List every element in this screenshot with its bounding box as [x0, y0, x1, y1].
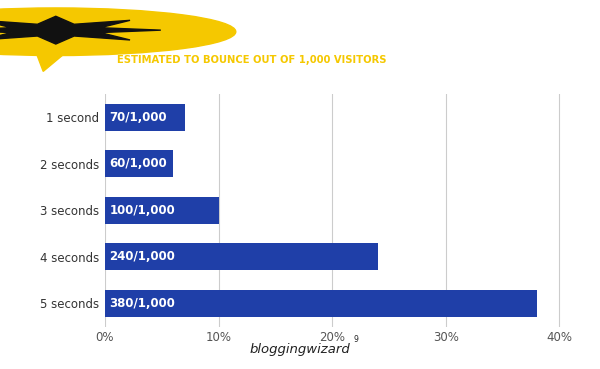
- Text: 70/1,000: 70/1,000: [110, 111, 167, 124]
- Text: ESTIMATED TO BOUNCE OUT OF 1,000 VISITORS: ESTIMATED TO BOUNCE OUT OF 1,000 VISITOR…: [117, 55, 386, 65]
- Bar: [105, 243, 377, 270]
- Bar: [105, 104, 185, 131]
- Polygon shape: [36, 52, 66, 72]
- Circle shape: [0, 8, 236, 55]
- Bar: [105, 150, 173, 177]
- Bar: [105, 290, 536, 317]
- Text: 60/1,000: 60/1,000: [110, 157, 167, 170]
- Text: 240/1,000: 240/1,000: [110, 250, 175, 263]
- Text: bloggingwizard: bloggingwizard: [250, 344, 350, 356]
- Text: 9: 9: [353, 335, 358, 344]
- Text: PAGE LOAD SPEED VS BOUNCE RATE: PAGE LOAD SPEED VS BOUNCE RATE: [117, 20, 482, 38]
- Bar: [105, 197, 218, 224]
- Polygon shape: [0, 16, 161, 44]
- Text: 380/1,000: 380/1,000: [110, 297, 175, 310]
- Text: 100/1,000: 100/1,000: [110, 204, 175, 217]
